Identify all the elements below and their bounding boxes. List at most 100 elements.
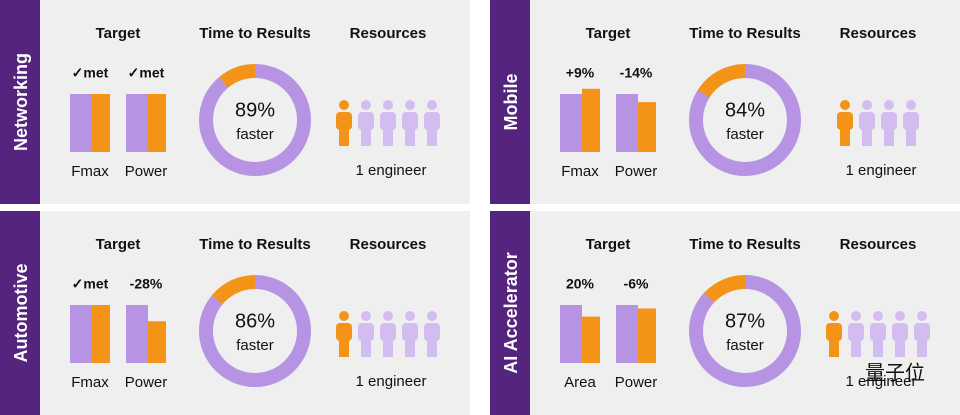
person: [424, 311, 440, 357]
panel: AI Accelerator Target 20% Area -6% Power Time …: [490, 211, 960, 415]
baseline-bar: [616, 305, 638, 363]
person-head: [840, 100, 850, 110]
donut-pct: 86%: [235, 310, 275, 332]
person-body: [881, 112, 897, 130]
person-body: [892, 323, 908, 341]
baseline-bar: [70, 305, 92, 363]
person-body: [358, 112, 374, 130]
resources-caption: 1 engineer: [846, 373, 917, 390]
person-body: [424, 112, 440, 130]
bar-label: Power: [615, 374, 658, 391]
person-body: [903, 112, 919, 130]
person: [903, 100, 919, 146]
baseline-bar: [616, 94, 638, 152]
person-legs: [906, 128, 916, 146]
time-heading: Time to Results: [689, 236, 800, 253]
person: [424, 100, 440, 146]
person-legs: [840, 128, 850, 146]
resources-caption: 1 engineer: [356, 162, 427, 179]
person: [358, 311, 374, 357]
target-heading: Target: [586, 25, 631, 42]
donut-caption: faster: [236, 126, 274, 143]
panel: Mobile Target +9% Fmax -14% Power Time to Resu…: [490, 0, 960, 204]
person-body: [826, 323, 842, 341]
bar-label: Power: [125, 374, 168, 391]
person-head: [361, 100, 371, 110]
person-head: [339, 311, 349, 321]
person: [336, 311, 352, 357]
person: [848, 311, 864, 357]
person-legs: [895, 339, 905, 357]
person-legs: [383, 339, 393, 357]
bar-note: ✓met: [128, 65, 165, 81]
person-legs: [917, 339, 927, 357]
person-body: [336, 112, 352, 130]
baseline-bar: [70, 94, 92, 152]
person-head: [427, 100, 437, 110]
side-bar: [490, 211, 530, 415]
person-body: [424, 323, 440, 341]
person-legs: [405, 339, 415, 357]
person-body: [870, 323, 886, 341]
person-body: [837, 112, 853, 130]
person-legs: [361, 339, 371, 357]
donut-pct: 84%: [725, 99, 765, 121]
result-bar: [582, 88, 600, 152]
person: [402, 100, 418, 146]
resources-heading: Resources: [840, 25, 917, 42]
person-head: [383, 100, 393, 110]
resources-heading: Resources: [840, 236, 917, 253]
bar-label: Power: [615, 163, 658, 180]
person: [402, 311, 418, 357]
panel: Networking Target ✓met Fmax ✓met Power Time to…: [0, 0, 470, 204]
baseline-bar: [126, 94, 148, 152]
person-head: [873, 311, 883, 321]
person-legs: [873, 339, 883, 357]
person-head: [917, 311, 927, 321]
person-body: [859, 112, 875, 130]
bar-note: 20%: [566, 276, 595, 292]
person-legs: [862, 128, 872, 146]
person: [892, 311, 908, 357]
person: [870, 311, 886, 357]
donut-caption: faster: [236, 337, 274, 354]
bar-label: Fmax: [71, 163, 109, 180]
result-bar: [638, 102, 656, 152]
person-body: [358, 323, 374, 341]
target-heading: Target: [96, 236, 141, 253]
person-legs: [851, 339, 861, 357]
person-legs: [361, 128, 371, 146]
panel-label: Mobile: [501, 74, 521, 131]
bar-note: +9%: [566, 65, 595, 81]
person-head: [383, 311, 393, 321]
person: [380, 100, 396, 146]
panel-label: Automotive: [11, 264, 31, 363]
person-head: [851, 311, 861, 321]
person-head: [427, 311, 437, 321]
person: [859, 100, 875, 146]
donut-rest: [199, 64, 311, 176]
resources-heading: Resources: [350, 236, 427, 253]
person: [837, 100, 853, 146]
bar-label: Fmax: [71, 374, 109, 391]
donut-pct: 87%: [725, 310, 765, 332]
person: [358, 100, 374, 146]
resources-caption: 1 engineer: [846, 162, 917, 179]
person-head: [862, 100, 872, 110]
person-head: [906, 100, 916, 110]
side-bar: [490, 0, 530, 204]
person-head: [405, 311, 415, 321]
person-legs: [339, 339, 349, 357]
person: [336, 100, 352, 146]
result-bar: [92, 94, 110, 152]
bar-note: -6%: [624, 276, 649, 292]
side-bar: [0, 211, 40, 415]
panel: Automotive Target ✓met Fmax -28% Power Time to…: [0, 211, 470, 415]
side-bar: [0, 0, 40, 204]
person-legs: [383, 128, 393, 146]
time-heading: Time to Results: [199, 25, 310, 42]
bar-label: Area: [564, 374, 596, 391]
target-heading: Target: [586, 236, 631, 253]
person-body: [848, 323, 864, 341]
